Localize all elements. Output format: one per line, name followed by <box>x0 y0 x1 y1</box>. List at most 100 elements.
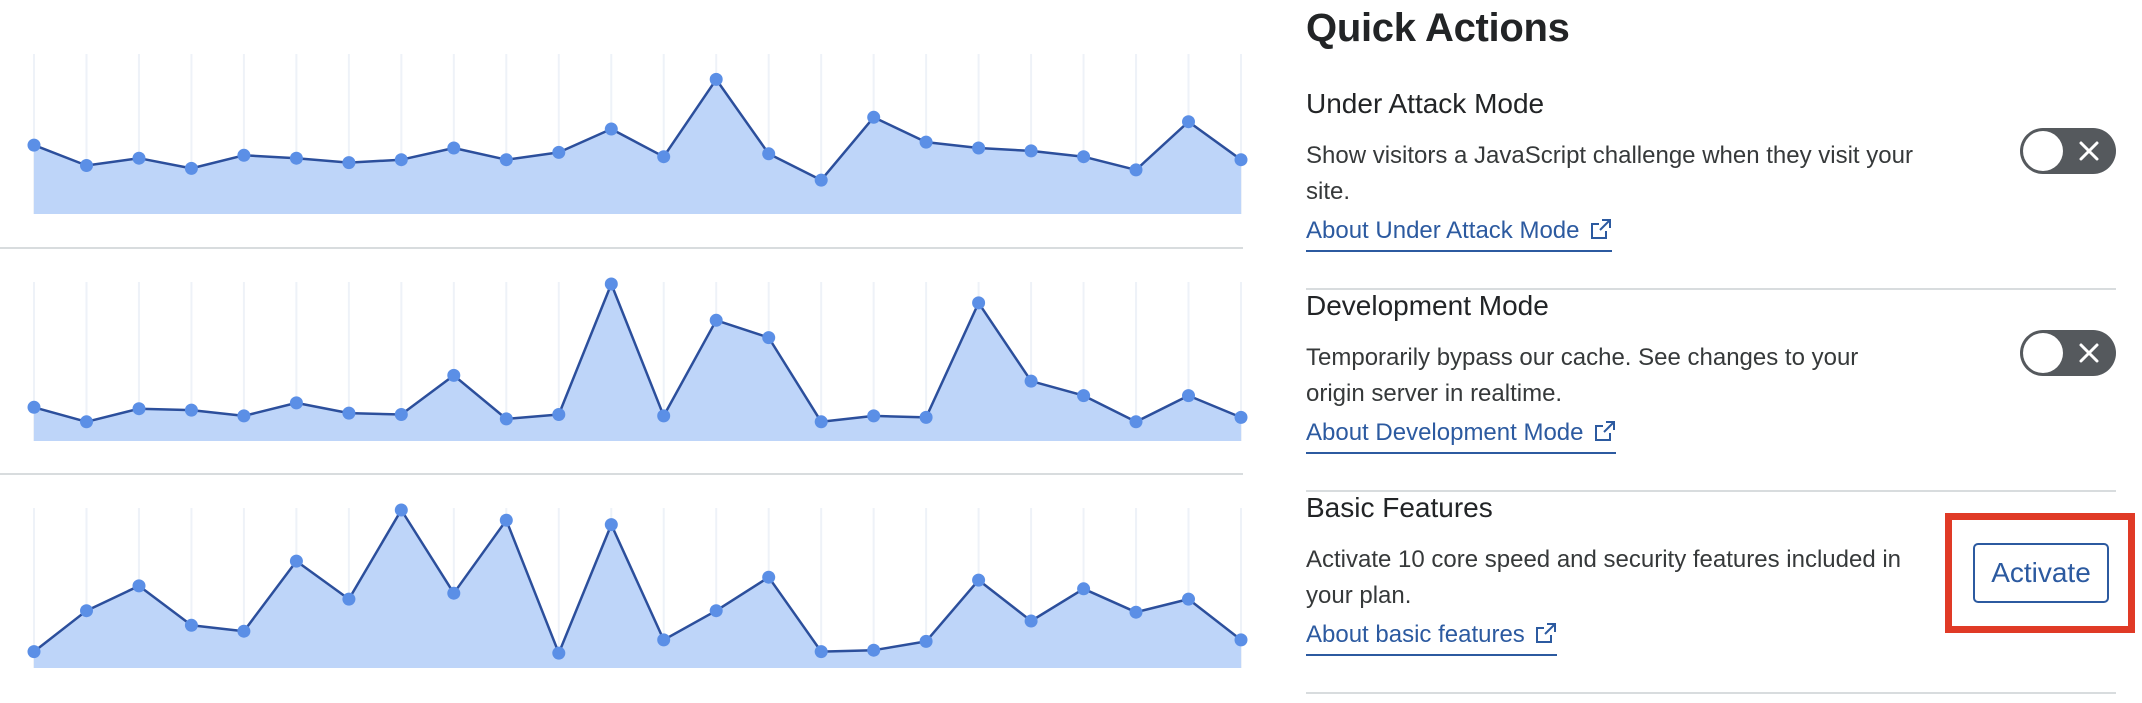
chart-point <box>27 138 41 152</box>
external-link-icon <box>1594 420 1616 450</box>
chart-point <box>394 503 408 517</box>
chart-point <box>447 586 461 600</box>
chart-point <box>499 513 513 527</box>
chart-point <box>342 156 356 170</box>
development-mode-toggle[interactable] <box>2020 330 2116 376</box>
chart-point <box>1129 415 1143 429</box>
chart-point <box>1024 144 1038 158</box>
chart-point <box>1024 374 1038 388</box>
chart-point <box>919 410 933 424</box>
toggle-knob <box>2023 333 2063 373</box>
chart-point <box>1077 150 1091 164</box>
chart-point <box>1077 582 1091 596</box>
sparkline-chart <box>27 277 1248 441</box>
about-under-attack-mode-link[interactable]: About Under Attack Mode <box>1306 216 1612 252</box>
about-basic-features-link[interactable]: About basic features <box>1306 620 1557 656</box>
chart-point <box>27 645 41 659</box>
chart-point <box>499 153 513 167</box>
basic-features-title: Basic Features <box>1306 492 1493 523</box>
chart-point <box>289 554 303 568</box>
chart-area <box>34 79 1241 215</box>
chart-line <box>33 282 1242 424</box>
chart-point <box>1024 614 1038 628</box>
chart-line <box>33 78 1242 182</box>
chart-point <box>867 110 881 124</box>
chart-point <box>762 331 776 345</box>
chart-point <box>814 645 828 659</box>
chart-point <box>1234 410 1248 424</box>
activate-button[interactable]: Activate <box>1973 543 2109 603</box>
chart-point <box>919 135 933 149</box>
chart-point <box>604 277 618 291</box>
chart-point <box>80 415 93 429</box>
highlight-annotation <box>1945 513 2135 633</box>
link-label: About basic features <box>1306 621 1525 648</box>
chart-point <box>499 412 513 426</box>
chart-point <box>342 592 356 606</box>
section-divider <box>1306 288 2116 290</box>
under-attack-mode-section: Under Attack Mode Show visitors a JavaSc… <box>1306 88 2116 290</box>
chart-point <box>867 409 881 423</box>
chart-point <box>972 141 986 155</box>
development-mode-description: Temporarily bypass our cache. See change… <box>1306 344 1859 407</box>
close-icon <box>2078 342 2100 369</box>
chart-point <box>1234 633 1248 647</box>
chart-point <box>237 148 251 162</box>
chart-point <box>972 296 986 310</box>
chart-point <box>394 408 408 421</box>
chart-point <box>1129 605 1143 619</box>
chart-point <box>237 409 251 423</box>
chart-point <box>657 150 671 164</box>
chart-point <box>604 122 618 136</box>
chart-point <box>27 400 41 414</box>
chart-point <box>1182 592 1195 606</box>
chart-point <box>1077 389 1091 403</box>
development-mode-section: Development Mode Temporarily bypass our … <box>1306 290 2116 492</box>
chart-point <box>814 415 828 429</box>
chart-point <box>184 161 198 175</box>
chart-point <box>289 151 303 165</box>
link-label: About Under Attack Mode <box>1306 217 1580 244</box>
traffic-charts <box>0 54 1248 668</box>
chart-point <box>237 624 251 638</box>
panel-title: Quick Actions <box>1306 6 1570 50</box>
close-icon <box>2078 140 2100 167</box>
chart-point <box>657 633 671 647</box>
chart-point <box>552 408 566 421</box>
chart-point <box>342 406 356 420</box>
about-development-mode-link[interactable]: About Development Mode <box>1306 418 1616 454</box>
chart-line <box>33 508 1242 655</box>
chart-point <box>132 151 146 165</box>
chart-point <box>80 604 93 618</box>
chart-point <box>1182 115 1195 129</box>
under-attack-mode-toggle[interactable] <box>2020 128 2116 174</box>
chart-point <box>552 145 566 159</box>
chart-point <box>447 368 461 382</box>
under-attack-mode-description: Show visitors a JavaScript challenge whe… <box>1306 142 1913 205</box>
chart-area <box>34 510 1241 668</box>
chart-point <box>919 634 933 648</box>
chart-point <box>814 173 828 187</box>
chart-point <box>762 570 776 584</box>
basic-features-section: Basic Features Activate 10 core speed an… <box>1306 492 2116 694</box>
chart-point <box>132 579 146 593</box>
chart-point <box>132 402 146 416</box>
chart-point <box>709 313 723 327</box>
chart-point <box>1234 153 1248 167</box>
chart-point <box>447 141 461 155</box>
chart-point <box>552 646 566 660</box>
development-mode-title: Development Mode <box>1306 290 1549 321</box>
chart-area <box>34 284 1241 441</box>
chart-point <box>604 518 618 532</box>
sparkline-charts <box>27 54 1248 668</box>
chart-point <box>762 147 776 161</box>
chart-point <box>867 643 881 657</box>
chart-point <box>657 409 671 423</box>
under-attack-mode-title: Under Attack Mode <box>1306 88 1545 119</box>
chart-point <box>394 153 408 167</box>
chart-point <box>80 159 93 172</box>
chart-point <box>709 604 723 618</box>
external-link-icon <box>1590 218 1612 248</box>
sparkline-chart <box>27 503 1248 668</box>
external-link-icon <box>1535 622 1557 652</box>
